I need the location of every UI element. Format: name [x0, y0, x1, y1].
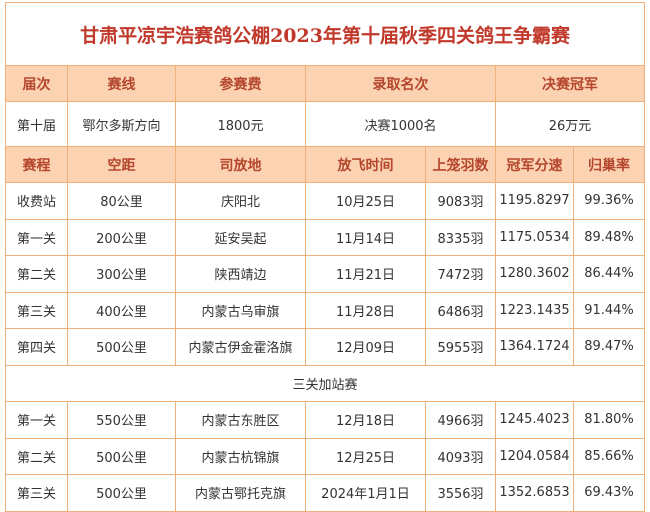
table-cell: 4093羽: [425, 437, 496, 475]
table-cell: 内蒙古鄂托克旗: [175, 474, 306, 512]
table-cell: 内蒙古乌审旗: [175, 291, 306, 329]
table-cell: 延安吴起: [175, 218, 306, 256]
info-cell: 26万元: [494, 101, 646, 147]
table-cell: 陕西靖边: [175, 255, 306, 293]
table-cell: 6486羽: [425, 291, 496, 329]
table-header: 上笼羽数: [425, 146, 496, 183]
title: 甘肃平凉宇浩赛鸽公棚2023年第十届秋季四关鸽王争霸赛: [4, 2, 646, 66]
table-cell: 85.66%: [572, 437, 646, 475]
table-body: 甘肃平凉宇浩赛鸽公棚2023年第十届秋季四关鸽王争霸赛 届次 赛线 参赛费 录取名次决…: [4, 2, 646, 512]
info-row: 第十届 鄂尔多斯方向 1800元 决赛1000名 26万元: [5, 101, 646, 147]
table-cell: 69.43%: [572, 474, 646, 512]
section-row: 三关加站赛: [4, 364, 646, 402]
table-cell: 第一关: [5, 218, 68, 256]
info-header: 决赛冠军: [494, 65, 646, 102]
table-cell: 11月21日: [305, 255, 426, 293]
table-cell: 86.44%: [572, 255, 646, 293]
table-cell: 11月28日: [305, 291, 426, 329]
table-cell: 89.48%: [572, 218, 646, 256]
table-cell: 550公里: [67, 401, 176, 439]
table-cell: 1204.0584: [495, 437, 574, 475]
table-cell: 12月18日: [305, 401, 426, 439]
table-cell: 91.44%: [572, 291, 646, 329]
table-cell: 200公里: [67, 218, 176, 256]
table-header: 冠军分速: [495, 146, 574, 183]
table-cell: 1280.3602: [495, 255, 574, 293]
table-cell: 1175.0534: [495, 218, 574, 256]
table-header: 空距: [67, 146, 176, 183]
table-cell: 第二关: [5, 437, 68, 475]
info-cell: 第十届: [5, 101, 68, 147]
stage-row: 第三关 500公里 内蒙古鄂托克旗 2024年1月1日 3556羽 1352.6853 69…: [5, 474, 646, 512]
table-cell: 81.80%: [572, 401, 646, 439]
table-cell: 庆阳北: [175, 182, 306, 220]
table-cell: 5955羽: [425, 328, 496, 366]
race-table: 甘肃平凉宇浩赛鸽公棚2023年第十届秋季四关鸽王争霸赛 届次 赛线 参赛费 录取名次决…: [4, 2, 646, 512]
table-cell: 1245.4023: [495, 401, 574, 439]
table-cell: 8335羽: [425, 218, 496, 256]
title-row: 甘肃平凉宇浩赛鸽公棚2023年第十届秋季四关鸽王争霸赛: [4, 2, 646, 66]
table-cell: 12月09日: [305, 328, 426, 366]
info-header: 届次: [5, 65, 68, 102]
table-cell: 89.47%: [572, 328, 646, 366]
info-header: 参赛费: [175, 65, 306, 102]
table-cell: 12月25日: [305, 437, 426, 475]
table-cell: 500公里: [67, 328, 176, 366]
info-header: 赛线: [67, 65, 176, 102]
info-header-row: 届次 赛线 参赛费 录取名次 决赛冠军: [5, 65, 646, 102]
table-header: 司放地: [175, 146, 306, 183]
stage-row: 第二关 300公里 陕西靖边 11月21日 7472羽 1280.3602 86.44%: [5, 255, 646, 293]
table-cell: 1195.8297: [495, 182, 574, 220]
table-cell: 300公里: [67, 255, 176, 293]
table-cell: 4966羽: [425, 401, 496, 439]
table-cell: 第三关: [5, 474, 68, 512]
stage-row: 第一关 200公里 延安吴起 11月14日 8335羽 1175.0534 89.48%: [5, 218, 646, 256]
stage-row: 收费站 80公里 庆阳北 10月25日 9083羽 1195.8297 99.36%: [5, 182, 646, 220]
table-cell: 2024年1月1日: [305, 474, 426, 512]
table-cell: 3556羽: [425, 474, 496, 512]
table-cell: 1223.1435: [495, 291, 574, 329]
table-cell: 99.36%: [572, 182, 646, 220]
info-header: 录取名次: [305, 65, 496, 102]
table-cell: 1352.6853: [495, 474, 574, 512]
stage-row: 第三关 400公里 内蒙古乌审旗 11月28日 6486羽 1223.1435 91.44%: [5, 291, 646, 329]
info-cell: 决赛1000名: [305, 101, 496, 147]
table-cell: 500公里: [67, 474, 176, 512]
table-cell: 第四关: [5, 328, 68, 366]
stage-row: 第四关 500公里 内蒙古伊金霍洛旗 12月09日 5955羽 1364.1724 89.4…: [5, 328, 646, 366]
table-cell: 10月25日: [305, 182, 426, 220]
table-cell: 7472羽: [425, 255, 496, 293]
table-cell: 第二关: [5, 255, 68, 293]
table-cell: 内蒙古杭锦旗: [175, 437, 306, 475]
table-cell: 9083羽: [425, 182, 496, 220]
info-cell: 鄂尔多斯方向: [67, 101, 176, 147]
table-header: 归巢率: [572, 146, 646, 183]
info-cell: 1800元: [175, 101, 306, 147]
table-header-row: 赛程 空距 司放地 放飞时间 上笼羽数 冠军分速 归巢率: [5, 146, 646, 183]
table-cell: 第一关: [5, 401, 68, 439]
table-cell: 收费站: [5, 182, 68, 220]
table-cell: 400公里: [67, 291, 176, 329]
table-cell: 500公里: [67, 437, 176, 475]
table-header: 放飞时间: [305, 146, 426, 183]
table-cell: 80公里: [67, 182, 176, 220]
table-cell: 内蒙古伊金霍洛旗: [175, 328, 306, 366]
section-label: 三关加站赛: [4, 364, 646, 402]
table-cell: 1364.1724: [495, 328, 574, 366]
table-cell: 内蒙古东胜区: [175, 401, 306, 439]
table-header: 赛程: [5, 146, 68, 183]
stage-row: 第一关 550公里 内蒙古东胜区 12月18日 4966羽 1245.4023 81.80%: [5, 401, 646, 439]
table-cell: 第三关: [5, 291, 68, 329]
stage-row: 第二关 500公里 内蒙古杭锦旗 12月25日 4093羽 1204.0584 85.66%: [5, 437, 646, 475]
table-cell: 11月14日: [305, 218, 426, 256]
